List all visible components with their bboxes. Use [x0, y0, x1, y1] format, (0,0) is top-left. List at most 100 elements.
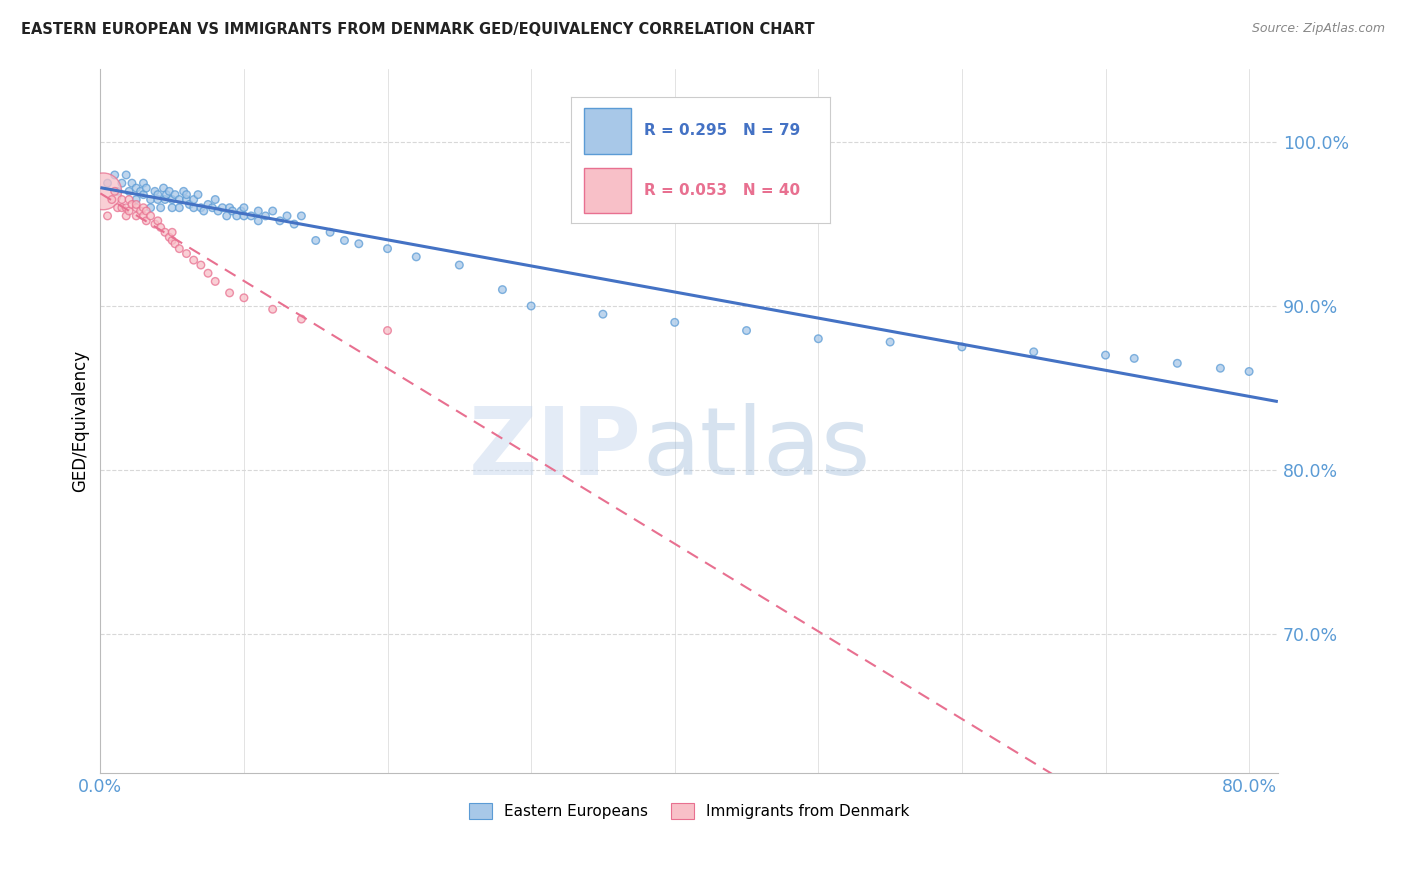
- Point: [104, 185, 127, 199]
- Point: [118, 204, 141, 219]
- Point: [347, 236, 370, 251]
- Point: [491, 283, 513, 297]
- Point: [139, 201, 162, 215]
- Point: [129, 204, 152, 219]
- Point: [96, 209, 118, 223]
- Point: [187, 187, 209, 202]
- Point: [290, 209, 312, 223]
- Point: [115, 209, 138, 223]
- Point: [204, 193, 226, 207]
- Point: [1022, 344, 1045, 359]
- Point: [1123, 351, 1146, 366]
- Point: [333, 234, 356, 248]
- Point: [125, 209, 148, 223]
- Text: atlas: atlas: [643, 403, 870, 495]
- Legend: Eastern Europeans, Immigrants from Denmark: Eastern Europeans, Immigrants from Denma…: [463, 797, 915, 825]
- Point: [225, 209, 247, 223]
- Point: [125, 197, 148, 211]
- Point: [664, 315, 686, 329]
- Point: [153, 193, 176, 207]
- Point: [190, 201, 212, 215]
- Point: [143, 217, 166, 231]
- Point: [377, 242, 399, 256]
- Point: [169, 193, 191, 207]
- Point: [132, 176, 155, 190]
- Point: [111, 193, 134, 207]
- Point: [176, 193, 198, 207]
- Point: [1094, 348, 1116, 362]
- Point: [233, 201, 256, 215]
- Point: [197, 266, 219, 280]
- Point: [146, 193, 169, 207]
- Point: [176, 246, 198, 260]
- Point: [132, 201, 155, 215]
- Point: [121, 197, 143, 211]
- Point: [183, 201, 205, 215]
- Point: [149, 201, 172, 215]
- Point: [135, 181, 157, 195]
- Point: [107, 201, 129, 215]
- Point: [240, 209, 263, 223]
- Point: [115, 201, 138, 215]
- Point: [125, 193, 148, 207]
- Point: [269, 214, 291, 228]
- Point: [107, 185, 129, 199]
- Point: [247, 214, 270, 228]
- Point: [221, 204, 243, 219]
- Point: [283, 217, 305, 231]
- Point: [179, 197, 201, 211]
- Point: [96, 176, 118, 190]
- Point: [169, 201, 191, 215]
- Point: [262, 204, 284, 219]
- Point: [152, 181, 174, 195]
- Point: [229, 204, 252, 219]
- Point: [135, 214, 157, 228]
- Point: [807, 332, 830, 346]
- Point: [233, 291, 256, 305]
- Point: [125, 181, 148, 195]
- Point: [143, 185, 166, 199]
- Point: [139, 193, 162, 207]
- Point: [233, 209, 256, 223]
- Text: Source: ZipAtlas.com: Source: ZipAtlas.com: [1251, 22, 1385, 36]
- Point: [111, 201, 134, 215]
- Point: [160, 225, 183, 239]
- Point: [118, 185, 141, 199]
- Point: [160, 234, 183, 248]
- Point: [149, 220, 172, 235]
- Point: [247, 204, 270, 219]
- Point: [121, 176, 143, 190]
- Point: [254, 209, 277, 223]
- Point: [125, 201, 148, 215]
- Point: [160, 201, 183, 215]
- Point: [173, 185, 195, 199]
- Point: [155, 187, 177, 202]
- Point: [290, 312, 312, 326]
- Point: [91, 185, 114, 199]
- Point: [211, 201, 233, 215]
- Point: [1209, 361, 1232, 376]
- Point: [129, 185, 152, 199]
- Point: [218, 285, 240, 300]
- Point: [276, 209, 298, 223]
- Point: [101, 193, 124, 207]
- Point: [449, 258, 471, 272]
- Point: [157, 230, 180, 244]
- Point: [111, 176, 134, 190]
- Point: [153, 225, 176, 239]
- Point: [163, 236, 186, 251]
- Point: [592, 307, 614, 321]
- Point: [201, 201, 224, 215]
- Point: [183, 253, 205, 268]
- Point: [135, 204, 157, 219]
- Point: [132, 187, 155, 202]
- Point: [139, 209, 162, 223]
- Point: [204, 274, 226, 288]
- Point: [735, 324, 758, 338]
- Point: [207, 204, 229, 219]
- Point: [218, 201, 240, 215]
- Point: [262, 302, 284, 317]
- Point: [169, 242, 191, 256]
- Text: EASTERN EUROPEAN VS IMMIGRANTS FROM DENMARK GED/EQUIVALENCY CORRELATION CHART: EASTERN EUROPEAN VS IMMIGRANTS FROM DENM…: [21, 22, 814, 37]
- Point: [157, 185, 180, 199]
